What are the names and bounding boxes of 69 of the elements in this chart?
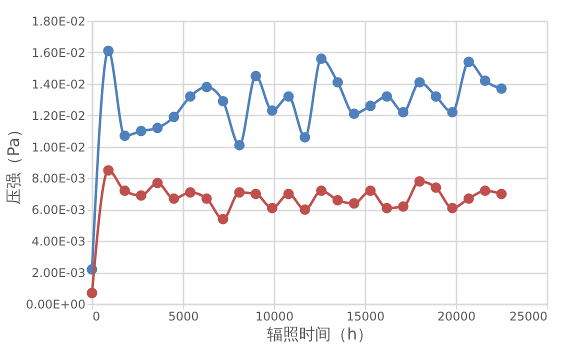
point (185, 187, 196, 198)
x-tick-label: 0 (92, 310, 100, 324)
point (463, 56, 474, 68)
point (218, 214, 228, 224)
point (430, 182, 442, 193)
x-tick-label: 15000 (346, 310, 385, 324)
point (316, 54, 327, 64)
point (496, 188, 507, 200)
point (447, 106, 458, 118)
point (86, 288, 98, 298)
point (348, 108, 360, 119)
point (201, 82, 212, 92)
point (300, 204, 310, 215)
point (152, 178, 163, 188)
point (480, 186, 490, 196)
point (365, 186, 376, 196)
x-tick-label: 5000 (168, 310, 199, 324)
x-axis-title: 辐照时间（h） (266, 324, 374, 344)
point (283, 188, 294, 200)
point (136, 126, 146, 136)
point (300, 132, 310, 143)
point (365, 100, 376, 112)
y-tick-label: 6.00E-03 (32, 203, 86, 218)
point (250, 70, 262, 82)
point (496, 83, 507, 94)
y-tick-label: 1.80E-02 (32, 14, 86, 28)
point (103, 46, 114, 56)
point (250, 188, 262, 200)
point (234, 187, 245, 198)
point (283, 91, 294, 102)
point (168, 112, 180, 122)
y-tick-label: 1.00E-02 (32, 140, 86, 154)
point (316, 186, 327, 196)
point (430, 91, 442, 102)
point (120, 186, 130, 196)
point (480, 76, 490, 86)
y-axis-title: 压强（Pa） (4, 122, 23, 204)
point (398, 106, 408, 118)
point (382, 202, 392, 214)
point (234, 140, 245, 150)
point (332, 77, 343, 88)
point (152, 122, 163, 134)
point (201, 193, 212, 204)
y-tick-label: 1.20E-02 (32, 108, 86, 123)
point (266, 202, 278, 214)
point (414, 77, 425, 88)
point (414, 176, 425, 187)
x-tick-label: 10000 (255, 310, 294, 324)
point (447, 202, 458, 214)
point (185, 91, 196, 102)
x-tick-label: 20000 (437, 310, 476, 324)
y-tick-label: 1.40E-02 (32, 77, 86, 92)
point (398, 201, 408, 212)
point (136, 190, 146, 201)
y-tick-label: 2.00E-03 (32, 266, 86, 280)
point (348, 198, 360, 209)
y-tick-label: 8.00E-03 (32, 172, 86, 186)
point (463, 193, 474, 204)
y-tick-label: 1.60E-02 (32, 46, 86, 60)
point (382, 91, 392, 102)
point (103, 165, 114, 176)
y-tick-label: 4.00E-03 (32, 234, 86, 249)
point (218, 96, 228, 106)
point (120, 130, 130, 142)
point (332, 195, 343, 206)
y-tick-label: 0.00E+00 (26, 298, 86, 312)
point (266, 105, 278, 116)
x-tick-label: 25000 (509, 310, 548, 324)
point (168, 193, 180, 204)
